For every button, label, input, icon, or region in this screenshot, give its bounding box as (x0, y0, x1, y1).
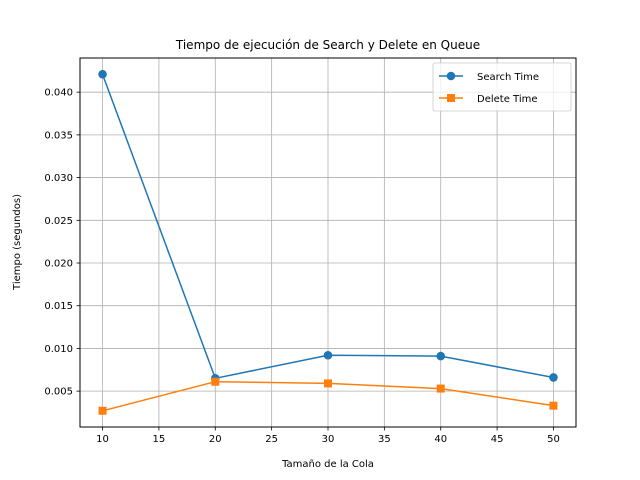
y-tick-label: 0.020 (44, 259, 73, 270)
y-tick-label: 0.035 (44, 130, 73, 141)
data-point (549, 373, 558, 382)
x-tick-label: 10 (96, 434, 109, 445)
x-tick-label: 30 (322, 434, 335, 445)
legend-label: Search Time (477, 72, 539, 83)
x-tick-label: 25 (265, 434, 278, 445)
data-point (98, 406, 107, 415)
data-point (211, 377, 220, 386)
y-tick-label: 0.005 (44, 387, 73, 398)
x-tick-label: 20 (209, 434, 222, 445)
y-tick-label: 0.040 (44, 88, 73, 99)
x-tick-label: 45 (491, 434, 504, 445)
y-axis: 0.005 0.010 0.015 0.020 0.025 0.030 0.035 0.040 (44, 88, 80, 398)
x-axis: 10 15 20 25 30 35 40 45 50 (96, 427, 560, 445)
y-tick-label: 0.015 (44, 301, 73, 312)
data-point (549, 401, 558, 410)
legend: Search Time Delete Time (432, 62, 572, 112)
y-tick-label: 0.010 (44, 344, 73, 355)
legend-label: Delete Time (477, 94, 538, 105)
legend-box (432, 62, 572, 112)
legend-marker (447, 94, 455, 102)
data-point (98, 69, 107, 79)
chart-title: Tiempo de ejecución de Search y Delete e… (175, 38, 480, 52)
x-tick-label: 50 (547, 434, 560, 445)
y-tick-label: 0.025 (44, 216, 73, 227)
data-point (436, 351, 446, 361)
x-tick-label: 35 (378, 434, 391, 445)
legend-marker (446, 71, 456, 81)
grid (80, 58, 576, 427)
series-2 (98, 377, 558, 415)
x-axis-label: Tamaño de la Cola (281, 459, 374, 470)
data-point (323, 350, 333, 360)
y-tick-label: 0.030 (44, 173, 73, 184)
x-tick-label: 15 (153, 434, 166, 445)
y-axis-label: Tiempo (segundos) (12, 194, 23, 291)
data-point (324, 379, 332, 388)
data-point (436, 384, 445, 393)
x-tick-label: 40 (434, 434, 447, 445)
series-layer (98, 69, 558, 415)
